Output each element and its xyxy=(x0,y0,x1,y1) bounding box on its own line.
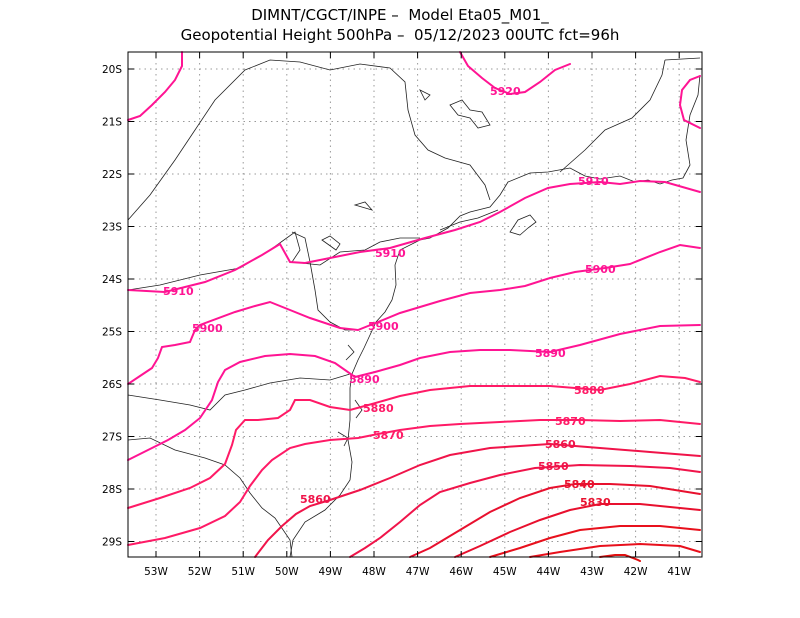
contour-5810 xyxy=(529,542,701,558)
state-border-d xyxy=(127,437,293,558)
state-border-b xyxy=(127,231,420,291)
lat-tick-label: 26S xyxy=(102,379,122,391)
state-border-a xyxy=(127,59,491,221)
contour-label: 5910 xyxy=(375,247,406,260)
contour-label: 5840 xyxy=(564,478,595,491)
lon-tick-label: 53W xyxy=(144,566,168,578)
lon-tick-label: 52W xyxy=(188,566,212,578)
contour-label: 5870 xyxy=(373,429,404,442)
contour-label: 5900 xyxy=(368,320,399,333)
contour-5850 xyxy=(349,463,701,558)
lon-tick-label: 50W xyxy=(275,566,299,578)
contour-5920-west xyxy=(127,51,183,121)
state-border-f xyxy=(559,57,701,173)
lat-tick-label: 25S xyxy=(102,327,122,339)
map-frame xyxy=(127,51,703,558)
contour-5920-east xyxy=(678,75,701,129)
lat-tick-label: 28S xyxy=(102,484,122,496)
graticule-grid xyxy=(128,52,702,557)
geography xyxy=(127,57,701,558)
height-contours xyxy=(127,51,701,562)
contour-5820 xyxy=(489,525,701,558)
contour-label: 5880 xyxy=(363,402,394,415)
lon-tick-label: 46W xyxy=(449,566,473,578)
lat-tick-label: 22S xyxy=(102,169,122,181)
contour-label: 5890 xyxy=(349,373,380,386)
contour-label: 5900 xyxy=(585,263,616,276)
lat-tick-label: 24S xyxy=(102,274,122,286)
contour-label: 5890 xyxy=(535,347,566,360)
contour-label: 5870 xyxy=(555,415,586,428)
lon-tick-label: 43W xyxy=(580,566,604,578)
lat-tick-label: 20S xyxy=(102,64,122,76)
contour-5900 xyxy=(127,243,701,385)
coastline xyxy=(289,74,701,558)
lat-tick-label: 29S xyxy=(102,537,122,549)
map-title-line2: Geopotential Height 500hPa – 05/12/2023 … xyxy=(180,26,620,44)
lat-tick-label: 23S xyxy=(102,222,122,234)
contour-5870 xyxy=(127,418,701,546)
contour-5910 xyxy=(127,179,701,294)
lon-tick-label: 41W xyxy=(667,566,691,578)
lon-tick-label: 49W xyxy=(319,566,343,578)
contour-label: 5920 xyxy=(490,85,521,98)
contour-labels: 5920 5910 5910 5910 5900 5900 5900 5890 … xyxy=(163,85,616,509)
lon-tick-label: 51W xyxy=(231,566,255,578)
axis-labels: 53W 52W 51W 50W 49W 48W 47W 46W 45W 44W 43W 42W 41W … xyxy=(102,64,692,578)
contour-label: 5910 xyxy=(163,285,194,298)
contour-label: 5880 xyxy=(574,384,605,397)
state-border-c xyxy=(127,373,351,411)
coastline-detail xyxy=(337,209,537,447)
contour-label: 5860 xyxy=(545,438,576,451)
contour-5840 xyxy=(409,483,701,558)
lat-tick-label: 27S xyxy=(102,432,122,444)
contour-label: 5860 xyxy=(300,493,331,506)
contour-label: 5850 xyxy=(538,460,569,473)
contour-5880 xyxy=(127,374,701,509)
contour-5830 xyxy=(454,503,701,558)
reservoir-shapes xyxy=(321,89,491,251)
lat-tick-label: 21S xyxy=(102,117,122,129)
axis-ticks xyxy=(128,52,702,557)
lon-tick-label: 42W xyxy=(624,566,648,578)
contour-5920 xyxy=(459,51,571,96)
contour-5860 xyxy=(254,442,701,558)
lon-tick-label: 47W xyxy=(406,566,430,578)
contour-5890 xyxy=(127,324,701,461)
contour-label: 5910 xyxy=(578,175,609,188)
lon-tick-label: 45W xyxy=(493,566,517,578)
lon-tick-label: 44W xyxy=(537,566,561,578)
contour-label: 5900 xyxy=(192,322,223,335)
contour-label: 5830 xyxy=(580,496,611,509)
contour-5800 xyxy=(599,554,641,562)
map-title-line1: DIMNT/CGCT/INPE – Model Eta05_M01_ xyxy=(251,6,549,24)
lon-tick-label: 48W xyxy=(362,566,386,578)
